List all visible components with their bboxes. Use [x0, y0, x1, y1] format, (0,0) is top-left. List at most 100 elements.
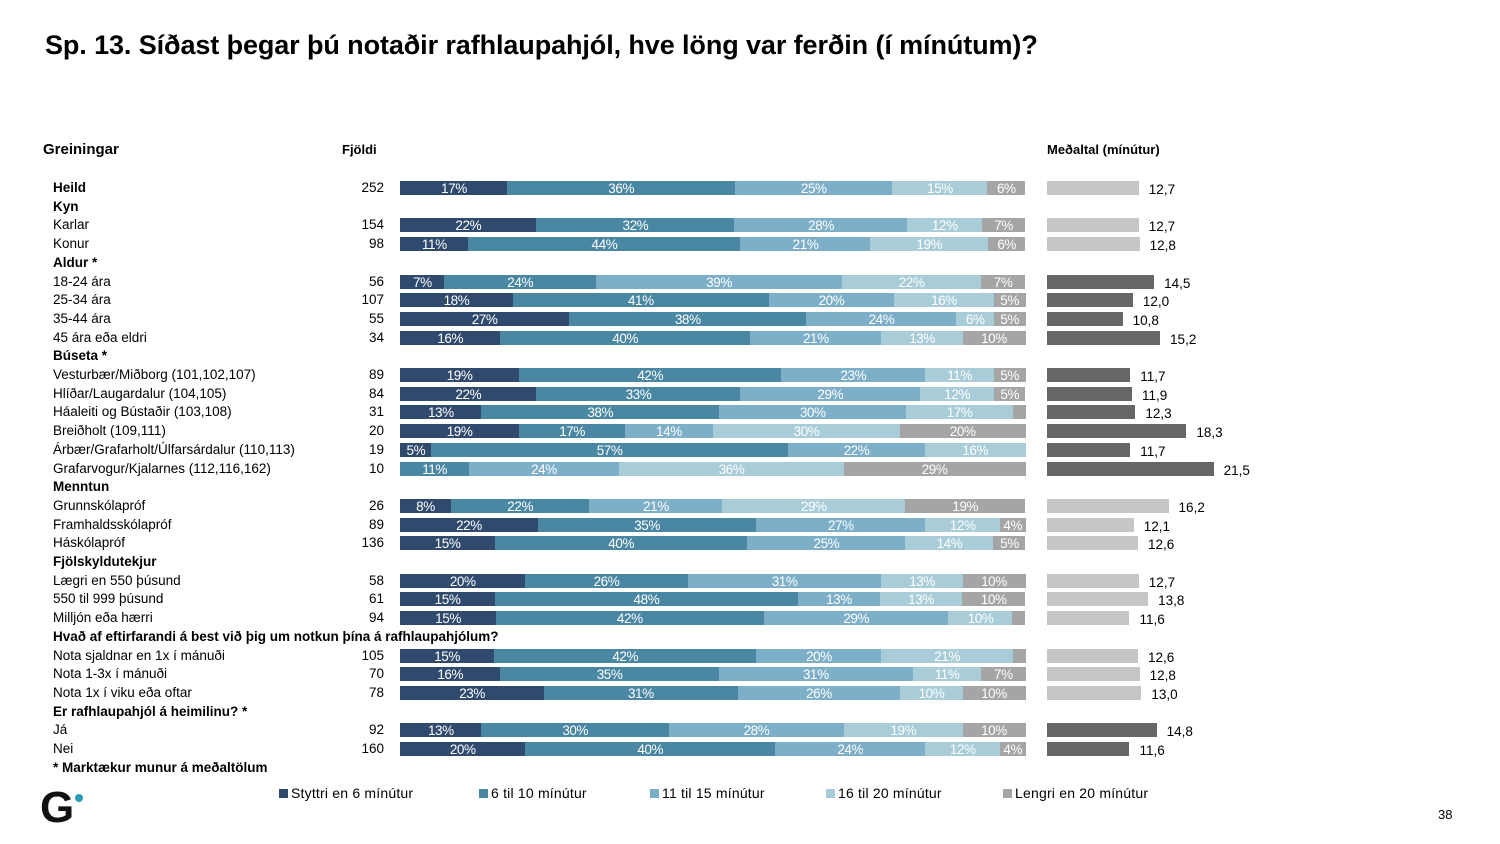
mean-bar — [1047, 498, 1169, 513]
mean-bar — [1047, 517, 1134, 532]
segment-label: 39% — [706, 274, 732, 289]
segment-label: 29% — [800, 498, 827, 513]
mean-bar — [1047, 218, 1139, 233]
segment-label: 20% — [949, 424, 976, 439]
bar-segment: 27% — [756, 517, 926, 532]
mean-bar — [1047, 667, 1140, 682]
segment-label: 5% — [1000, 311, 1019, 326]
row-label: 25-34 ára — [53, 292, 111, 308]
segment-label: 20% — [449, 573, 476, 588]
bar-segment: 7% — [980, 274, 1026, 289]
group-header: Kyn — [53, 198, 79, 214]
group-header: Hvað af eftirfarandi á best við þig um n… — [53, 628, 499, 644]
bar-segment: 22% — [400, 386, 537, 401]
row-count: 61 — [368, 591, 384, 607]
mean-value-label: 12,3 — [1145, 406, 1172, 422]
bar-segment: 17% — [400, 181, 508, 195]
segment-label: 40% — [608, 536, 635, 551]
bar-segment: 19% — [400, 368, 520, 382]
bar-segment: 11% — [400, 237, 469, 252]
segment-label: 7% — [993, 274, 1013, 289]
segment-label: 23% — [840, 368, 867, 383]
segment-label: 26% — [593, 573, 620, 588]
legend-swatch-icon — [650, 789, 659, 798]
bar-segment: 31% — [687, 573, 882, 588]
segment-label: 20% — [449, 742, 476, 757]
segment-label: 21% — [934, 648, 961, 663]
segment-label: 35% — [596, 667, 623, 682]
mean-value-label: 12,6 — [1147, 649, 1175, 665]
bar-segment: 24% — [468, 461, 620, 476]
segment-label: 13% — [427, 405, 454, 420]
bar-segment: 19% — [905, 498, 1026, 513]
mean-bar — [1047, 742, 1130, 756]
mean-value-label: 11,6 — [1139, 743, 1165, 758]
segment-label: 14% — [936, 536, 963, 551]
segment-label: 19% — [916, 237, 943, 252]
row-label: 35-44 ára — [53, 310, 111, 326]
row-count: 105 — [361, 647, 384, 663]
segment-label: 57% — [596, 442, 623, 457]
legend-label: 11 til 15 mínútur — [662, 785, 765, 801]
segment-label: 19% — [952, 498, 979, 513]
segment-label: 7% — [412, 274, 432, 289]
row-count: 19 — [368, 441, 384, 457]
bar-segment: 29% — [763, 611, 949, 626]
segment-label: 30% — [793, 424, 820, 439]
bar-segment: 17% — [906, 405, 1013, 420]
mean-value-label: 11,7 — [1140, 443, 1166, 459]
bar-segment: 19% — [400, 424, 520, 439]
bar-segment: 11% — [400, 461, 470, 476]
segment-label: 5% — [406, 442, 426, 457]
segment-label: 7% — [994, 667, 1013, 682]
segment-label: 48% — [633, 592, 660, 607]
segment-label: 19% — [890, 723, 917, 738]
bar-segment: 10% — [948, 611, 1013, 626]
bar-segment: 19% — [843, 723, 963, 738]
bar-segment: 13% — [400, 405, 482, 420]
group-header: Búseta * — [53, 348, 108, 364]
row-label: 550 til 999 þúsund — [53, 591, 164, 607]
segment-label: 29% — [921, 461, 948, 476]
legend-item: 6 til 10 mínútur — [479, 785, 587, 801]
segment-label: 4% — [1003, 517, 1023, 532]
bar-segment: 6% — [987, 237, 1026, 252]
mean-value-label: 12,7 — [1148, 219, 1176, 235]
segment-label: 30% — [799, 405, 826, 420]
page-number: 38 — [1438, 807, 1453, 822]
bar-segment: 30% — [718, 405, 907, 420]
bar-segment: 38% — [481, 405, 720, 420]
bar-segment: 15% — [400, 611, 497, 626]
segment-label: 15% — [434, 536, 461, 551]
bar-segment: 23% — [781, 368, 926, 383]
segment-label: 15% — [927, 181, 953, 196]
row-count: 92 — [368, 722, 384, 738]
mean-bar — [1047, 293, 1133, 308]
segment-label: 6% — [997, 237, 1017, 252]
bar-segment: 16% — [400, 330, 501, 345]
segment-label: 16% — [437, 330, 464, 345]
segment-label: 41% — [627, 293, 654, 308]
breakdown-column-header: Greiningar — [43, 141, 119, 158]
bar-segment: 24% — [806, 311, 957, 326]
bar-segment: 57% — [431, 442, 788, 457]
bar-segment — [1012, 405, 1026, 420]
row-count: 107 — [361, 292, 384, 308]
bar-segment: 14% — [625, 424, 713, 439]
mean-value-label: 21,5 — [1223, 462, 1250, 478]
bar-segment: 28% — [734, 218, 908, 233]
segment-label: 16% — [962, 442, 989, 457]
row-count: 70 — [368, 666, 384, 682]
mean-bar — [1047, 592, 1149, 607]
row-count: 56 — [368, 273, 384, 289]
segment-label: 13% — [826, 592, 852, 607]
bar-segment: 12% — [925, 742, 1001, 756]
bar-segment: 7% — [981, 667, 1026, 682]
mean-bar — [1047, 368, 1131, 382]
bar-segment: 39% — [595, 274, 843, 289]
segment-label: 12% — [949, 517, 976, 532]
bar-segment: 14% — [905, 536, 994, 551]
segment-label: 42% — [637, 368, 664, 383]
bar-segment: 8% — [400, 498, 451, 513]
bar-segment: 16% — [925, 442, 1026, 457]
